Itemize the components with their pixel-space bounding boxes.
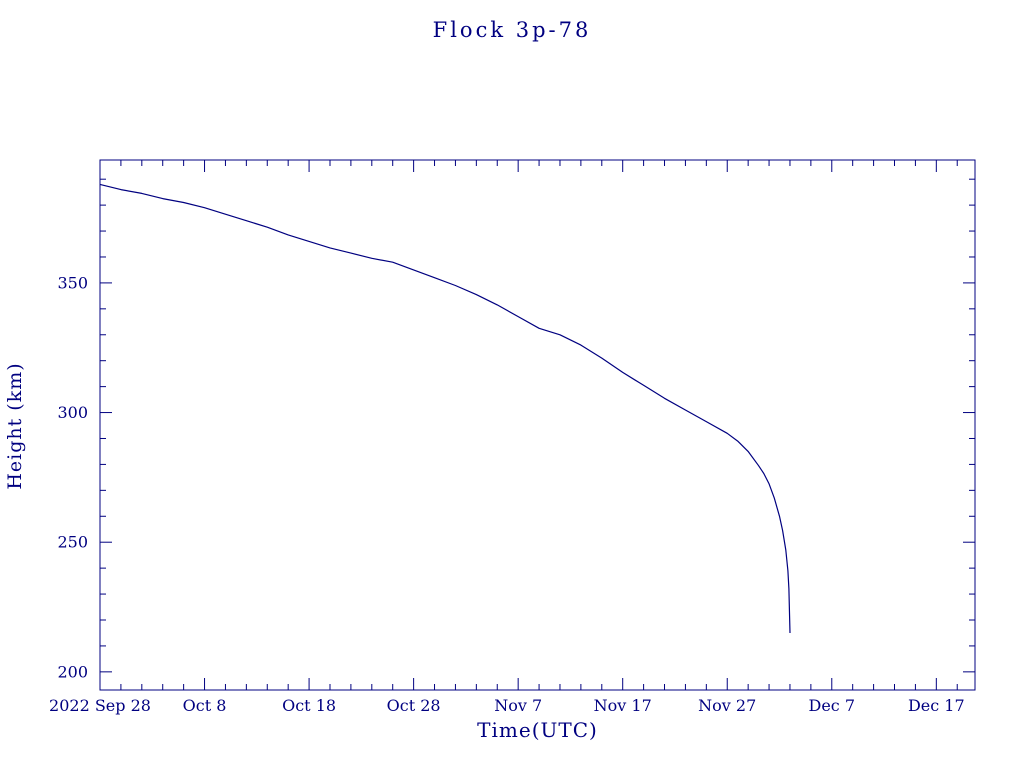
x-tick-label: Dec 17 (908, 696, 965, 715)
chart-title: Flock 3p-78 (432, 18, 592, 42)
x-tick-label: Nov 7 (494, 696, 542, 715)
y-tick-label: 250 (57, 533, 88, 552)
x-tick-label: 2022 Sep 28 (49, 696, 151, 715)
x-tick-label: Dec 7 (809, 696, 856, 715)
x-axis-label: Time(UTC) (477, 718, 598, 742)
x-tick-label: Nov 27 (698, 696, 756, 715)
y-tick-label: 200 (57, 662, 88, 681)
plot-frame (99, 159, 976, 691)
height-decay-curve (99, 183, 791, 634)
x-tick-label: Oct 28 (387, 696, 441, 715)
y-tick-label: 350 (57, 273, 88, 292)
x-tick-label: Oct 8 (183, 696, 227, 715)
x-tick-label: Oct 18 (282, 696, 336, 715)
x-tick-label: Nov 17 (594, 696, 652, 715)
y-tick-label: 300 (57, 403, 88, 422)
